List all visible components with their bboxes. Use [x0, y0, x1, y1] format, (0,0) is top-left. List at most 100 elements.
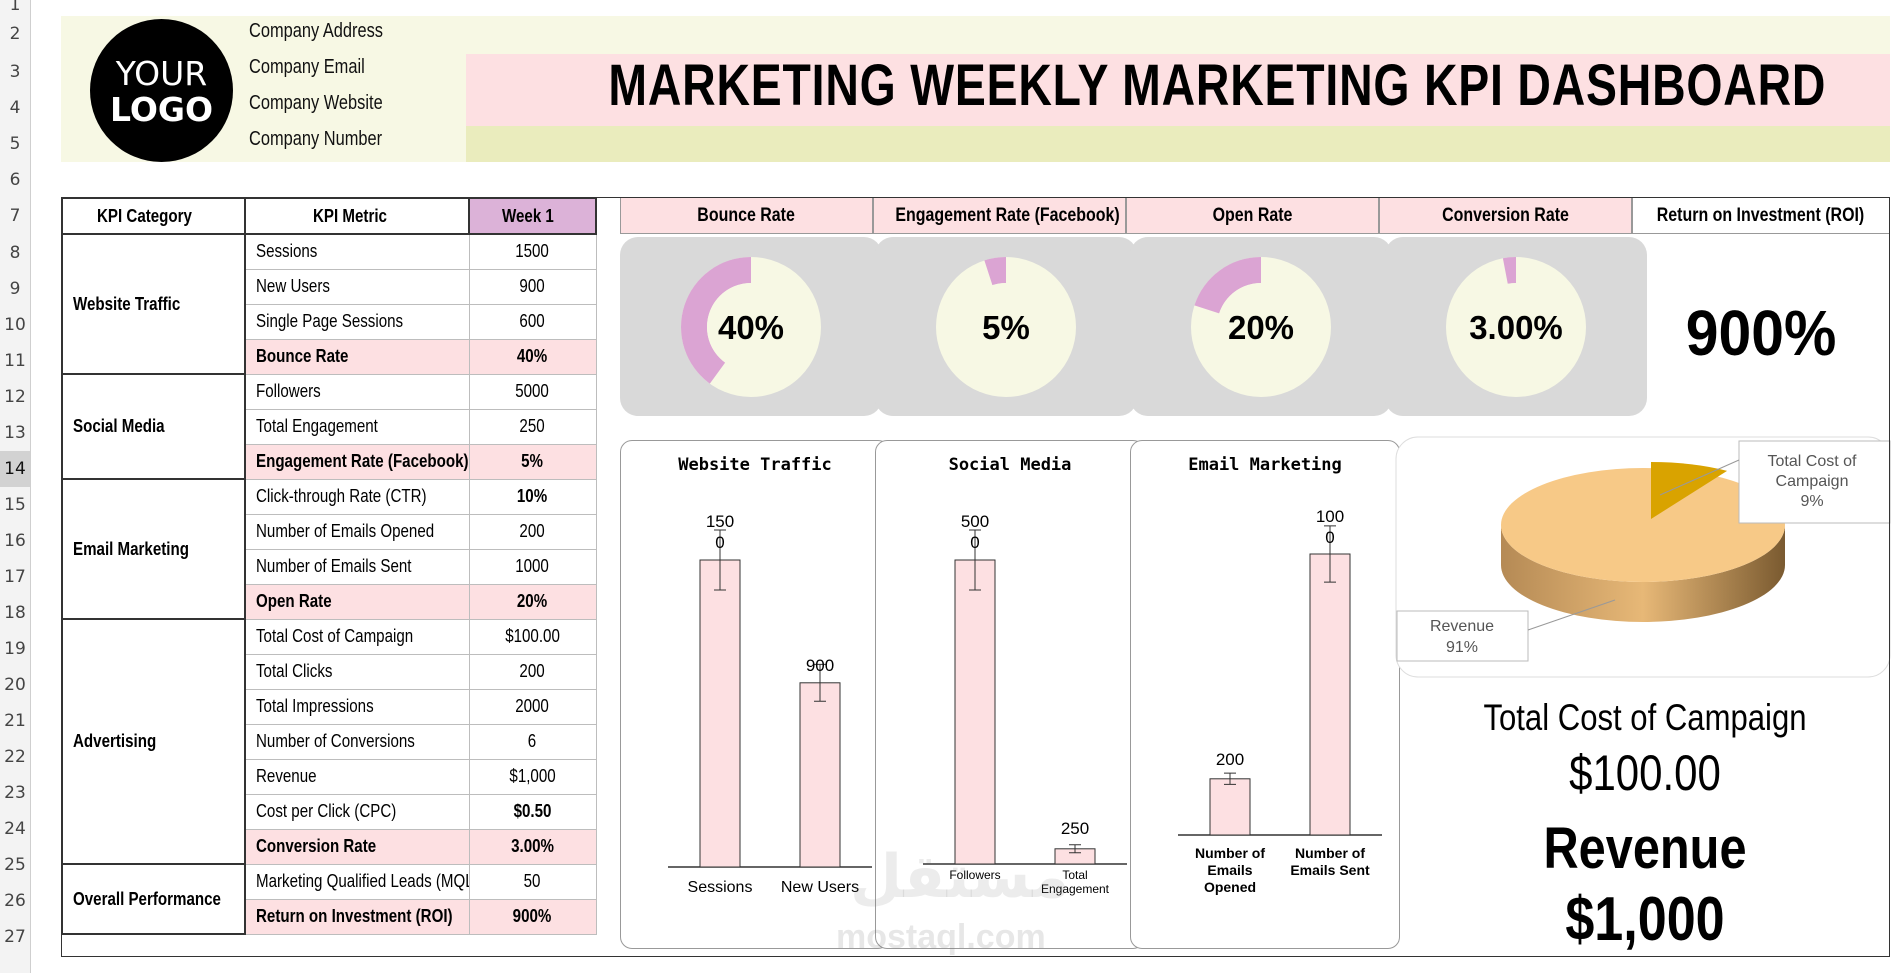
kpi-metric[interactable]: Total Engagement	[244, 408, 470, 445]
kpi-metric[interactable]: Number of Emails Opened	[244, 513, 470, 550]
row-number[interactable]: 17	[4, 567, 26, 587]
row-number[interactable]: 7	[9, 206, 21, 226]
pie-callout-revenue-leader	[1527, 599, 1616, 631]
row-number[interactable]: 21	[4, 711, 26, 731]
bar-label-new-users: New Users	[781, 879, 859, 896]
kpi-metric[interactable]: Cost per Click (CPC)	[244, 793, 470, 830]
row-number[interactable]: 20	[4, 675, 26, 695]
bar-label-emails-opened-1: Number of	[1195, 845, 1265, 861]
kpi-metric[interactable]: Conversion Rate	[244, 828, 470, 865]
kpi-metric[interactable]: Number of Emails Sent	[244, 548, 470, 585]
pie-callout-cost-leader	[1659, 459, 1740, 496]
kpi-value[interactable]: 10%	[468, 478, 597, 515]
kpi-metric[interactable]: Revenue	[244, 758, 470, 795]
row-number[interactable]: 6	[9, 170, 21, 190]
row-number[interactable]: 8	[9, 243, 21, 263]
kpi-category[interactable]: Overall Performance	[61, 863, 246, 935]
title-underband	[466, 126, 1890, 162]
error-bar	[1224, 772, 1236, 785]
kpi-value[interactable]: 3.00%	[468, 828, 597, 865]
kpi-metric[interactable]: Followers	[244, 373, 470, 410]
pie-slice-revenue[interactable]	[1501, 468, 1785, 582]
kpi-value[interactable]: 5%	[468, 443, 597, 480]
row-number[interactable]: 27	[4, 927, 26, 947]
table-row: Engagement Rate (Facebook) 5%	[62, 443, 597, 480]
bar[interactable]	[1309, 553, 1351, 836]
bar-value-emails-sent-a: 100	[1316, 507, 1344, 526]
pie-callout-cost-box	[1738, 440, 1891, 524]
pie-slice-cost[interactable]	[1651, 462, 1728, 519]
row-number[interactable]: 2	[9, 24, 21, 44]
kpi-metric[interactable]: Click-through Rate (CTR)	[244, 478, 470, 515]
kpi-category[interactable]: Social Media	[61, 373, 246, 480]
watermark-arabic: مستقل	[850, 842, 1070, 912]
table-row: Bounce Rate 40%	[62, 338, 597, 375]
kpi-value[interactable]: 900	[468, 268, 597, 305]
kpi-header-bounce-rate: Bounce Rate	[620, 197, 873, 234]
kpi-metric[interactable]: Engagement Rate (Facebook)	[244, 443, 470, 480]
row-number[interactable]: 19	[4, 639, 26, 659]
kpi-value[interactable]: $0.50	[468, 793, 597, 830]
row-number[interactable]: 23	[4, 783, 26, 803]
kpi-value[interactable]: 20%	[468, 583, 597, 620]
row-number[interactable]: 5	[9, 134, 21, 154]
summary-cost-value: $100.00	[1569, 745, 1721, 801]
kpi-value[interactable]: $100.00	[468, 618, 597, 655]
error-bar	[1069, 844, 1081, 854]
bar-value-new-users: 900	[806, 656, 834, 675]
kpi-value[interactable]: 200	[468, 513, 597, 550]
kpi-metric[interactable]: Bounce Rate	[244, 338, 470, 375]
row-number[interactable]: 13	[4, 423, 26, 443]
row-number[interactable]: 9	[9, 279, 21, 299]
row-number[interactable]: 16	[4, 531, 26, 551]
donut-value: 40%	[718, 309, 784, 346]
row-number[interactable]: 18	[4, 603, 26, 623]
row-number[interactable]: 1	[9, 0, 21, 15]
bar[interactable]	[799, 682, 841, 868]
table-row: Return on Investment (ROI) 900%	[62, 898, 597, 935]
bar-value-emails-sent-b: 0	[1325, 528, 1334, 547]
row-number[interactable]: 25	[4, 855, 26, 875]
kpi-category[interactable]: Email Marketing	[61, 478, 246, 620]
kpi-value[interactable]: 50	[468, 863, 597, 900]
kpi-value[interactable]: 1500	[468, 233, 597, 270]
kpi-metric[interactable]: Open Rate	[244, 583, 470, 620]
table-row: Number of Emails Opened 200	[62, 513, 597, 550]
row-number[interactable]: 24	[4, 819, 26, 839]
row-number[interactable]: 4	[9, 98, 21, 118]
watermark-latin: mostaql.com	[836, 918, 1046, 956]
kpi-value[interactable]: 40%	[468, 338, 597, 375]
kpi-metric[interactable]: Return on Investment (ROI)	[244, 898, 470, 935]
kpi-value[interactable]: 250	[468, 408, 597, 445]
chart-title-social-media: Social Media	[948, 455, 1072, 475]
pie-side	[1501, 525, 1785, 622]
bar[interactable]	[1209, 778, 1251, 836]
kpi-category[interactable]: Advertising	[61, 618, 246, 865]
row-number[interactable]: 10	[4, 315, 26, 335]
row-number[interactable]: 3	[9, 62, 21, 82]
table-row: Number of Conversions 6	[62, 723, 597, 760]
table-row: Total Engagement 250	[62, 408, 597, 445]
row-number[interactable]: 15	[4, 495, 26, 515]
bar-value-followers-a: 500	[961, 512, 989, 531]
pie-callout-revenue-box	[1396, 610, 1529, 662]
row-number[interactable]: 12	[4, 387, 26, 407]
bar[interactable]	[954, 559, 996, 865]
kpi-metric[interactable]: Marketing Qualified Leads (MQLs)	[244, 863, 470, 900]
row-number[interactable]: 11	[4, 351, 26, 371]
kpi-metric[interactable]: Single Page Sessions	[244, 303, 470, 340]
kpi-value[interactable]: 900%	[468, 898, 597, 935]
kpi-value[interactable]: 200	[468, 653, 597, 690]
kpi-metric[interactable]: Total Clicks	[244, 653, 470, 690]
row-number[interactable]: 14	[0, 451, 30, 487]
kpi-table: KPI Category KPI Metric Week 1 Website T…	[61, 197, 597, 935]
kpi-metric[interactable]: Number of Conversions	[244, 723, 470, 760]
row-number[interactable]: 22	[4, 747, 26, 767]
pie-label-revenue: Revenue	[1430, 618, 1494, 635]
kpi-category[interactable]: Website Traffic	[61, 233, 246, 375]
row-number[interactable]: 26	[4, 891, 26, 911]
kpi-metric[interactable]: Sessions	[244, 233, 470, 270]
bar[interactable]	[699, 559, 741, 868]
donut-value: 3.00%	[1469, 309, 1563, 346]
